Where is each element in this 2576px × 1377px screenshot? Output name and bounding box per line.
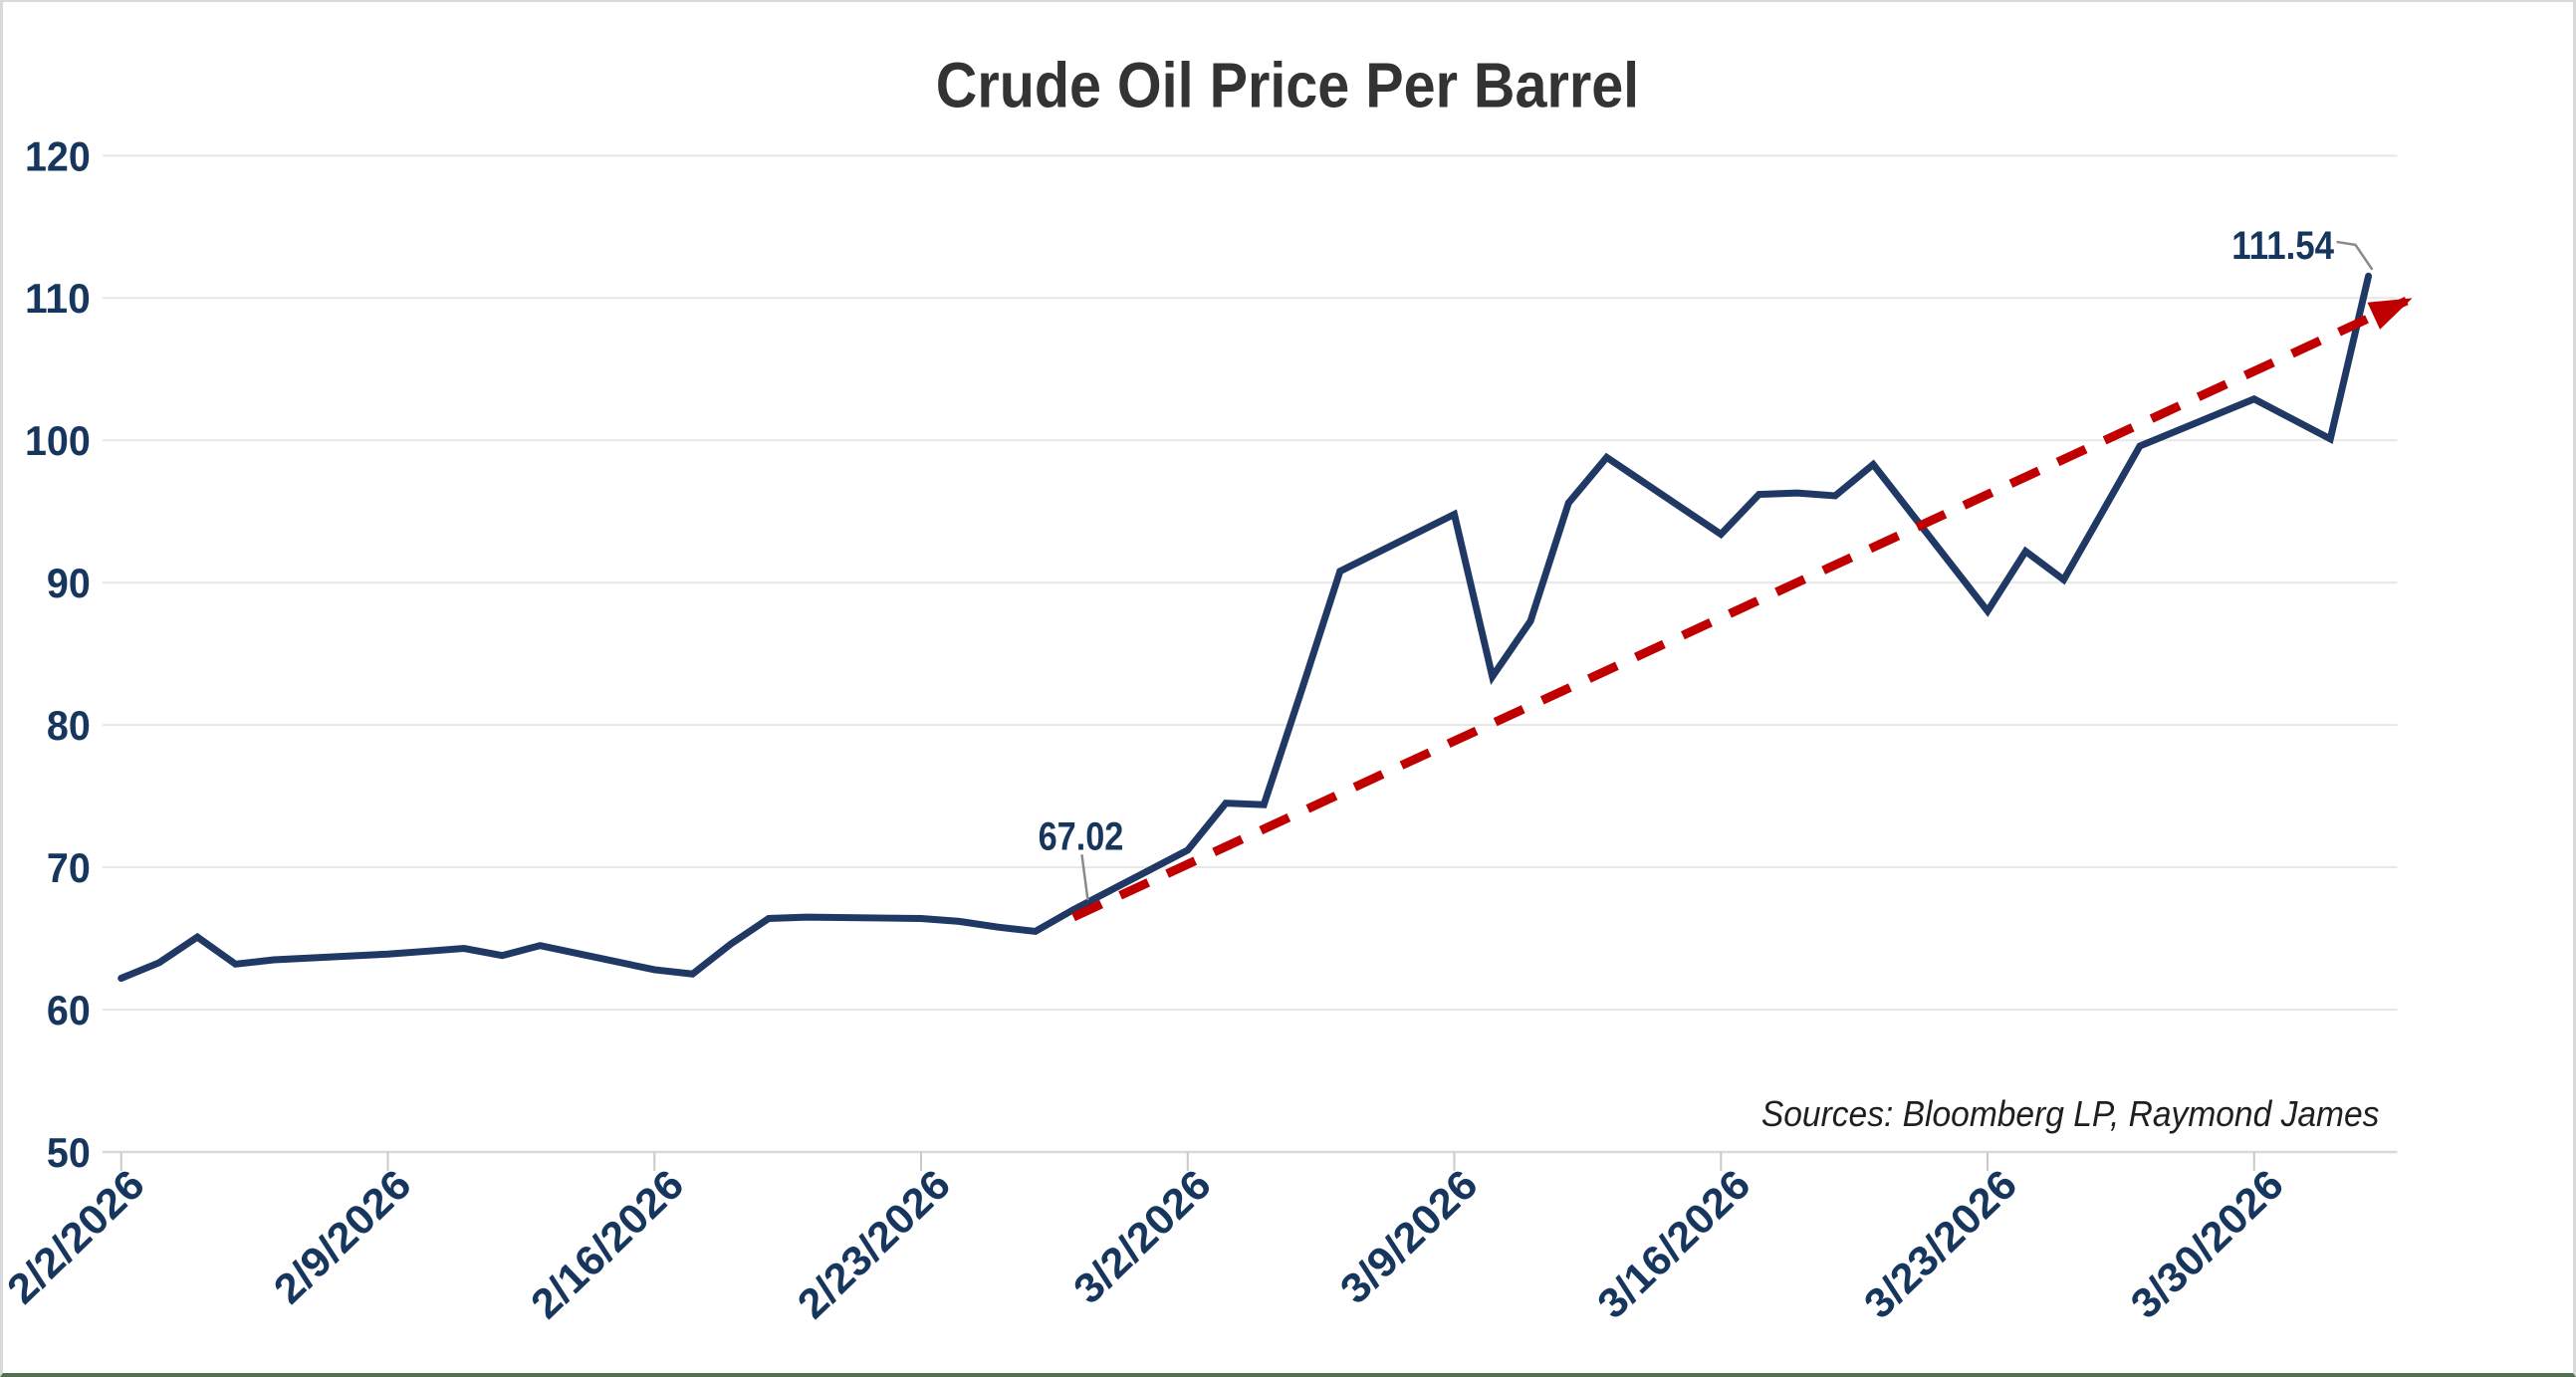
annotation-leader-end <box>2336 240 2374 271</box>
x-axis-label: 2/23/2026 <box>789 1161 960 1328</box>
x-axis-label: 2/16/2026 <box>522 1161 693 1328</box>
source-note: Sources: Bloomberg LP, Raymond James <box>1761 1094 2380 1134</box>
chart-title: Crude Oil Price Per Barrel <box>936 50 1639 121</box>
y-axis-label: 120 <box>25 132 91 179</box>
gridlines <box>102 154 2398 1154</box>
x-axis-labels: 2/2/2026 2/9/2026 2/16/2026 2/23/2026 3/2/20… <box>3 1151 2292 1328</box>
x-axis-label: 2/2/2026 <box>3 1161 153 1313</box>
x-axis-label: 2/9/2026 <box>265 1161 420 1313</box>
annotation-start-value: 67.02 <box>1039 814 1124 858</box>
price-line <box>117 272 2373 983</box>
y-axis-label: 80 <box>47 702 91 749</box>
y-axis-label: 60 <box>47 987 91 1033</box>
trend-line <box>1071 297 2413 922</box>
x-axis-label: 3/30/2026 <box>2121 1161 2292 1328</box>
price-series <box>117 272 2373 983</box>
annotation-end-value: 111.54 <box>2231 224 2334 268</box>
y-axis-label: 90 <box>47 560 91 606</box>
y-axis-label: 110 <box>25 275 91 322</box>
y-axis-label: 70 <box>47 844 91 891</box>
chart-canvas: 50 60 70 80 90 100 110 120 2/2/2026 2/9/2026 2/16… <box>3 50 2413 1328</box>
trend-line-layer <box>1071 297 2413 922</box>
x-axis-label: 3/2/2026 <box>1064 1161 1220 1313</box>
y-axis-label: 100 <box>25 417 91 464</box>
x-axis-label: 3/16/2026 <box>1588 1161 1759 1328</box>
x-axis-label: 3/23/2026 <box>1855 1161 2026 1328</box>
y-axis-labels: 50 60 70 80 90 100 110 120 <box>25 132 91 1176</box>
y-axis-label: 50 <box>47 1129 91 1176</box>
x-axis-label: 3/9/2026 <box>1331 1161 1487 1313</box>
annotation-leader-start <box>1080 854 1089 901</box>
